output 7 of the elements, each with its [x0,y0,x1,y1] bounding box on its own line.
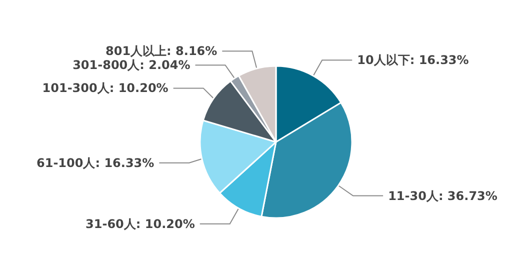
slice-label: 801人以上: 8.16% [106,44,218,58]
slice-label: 31-60人: 10.20% [86,216,195,231]
slice-label: 101-300人: 10.20% [42,81,168,96]
slice-label: 11-30人: 36.73% [388,188,498,203]
slice-label: 10人以下: 16.33% [357,53,469,68]
slice-label: 61-100人: 16.33% [36,156,154,170]
slice-label: 301-800人: 2.04% [72,58,190,72]
